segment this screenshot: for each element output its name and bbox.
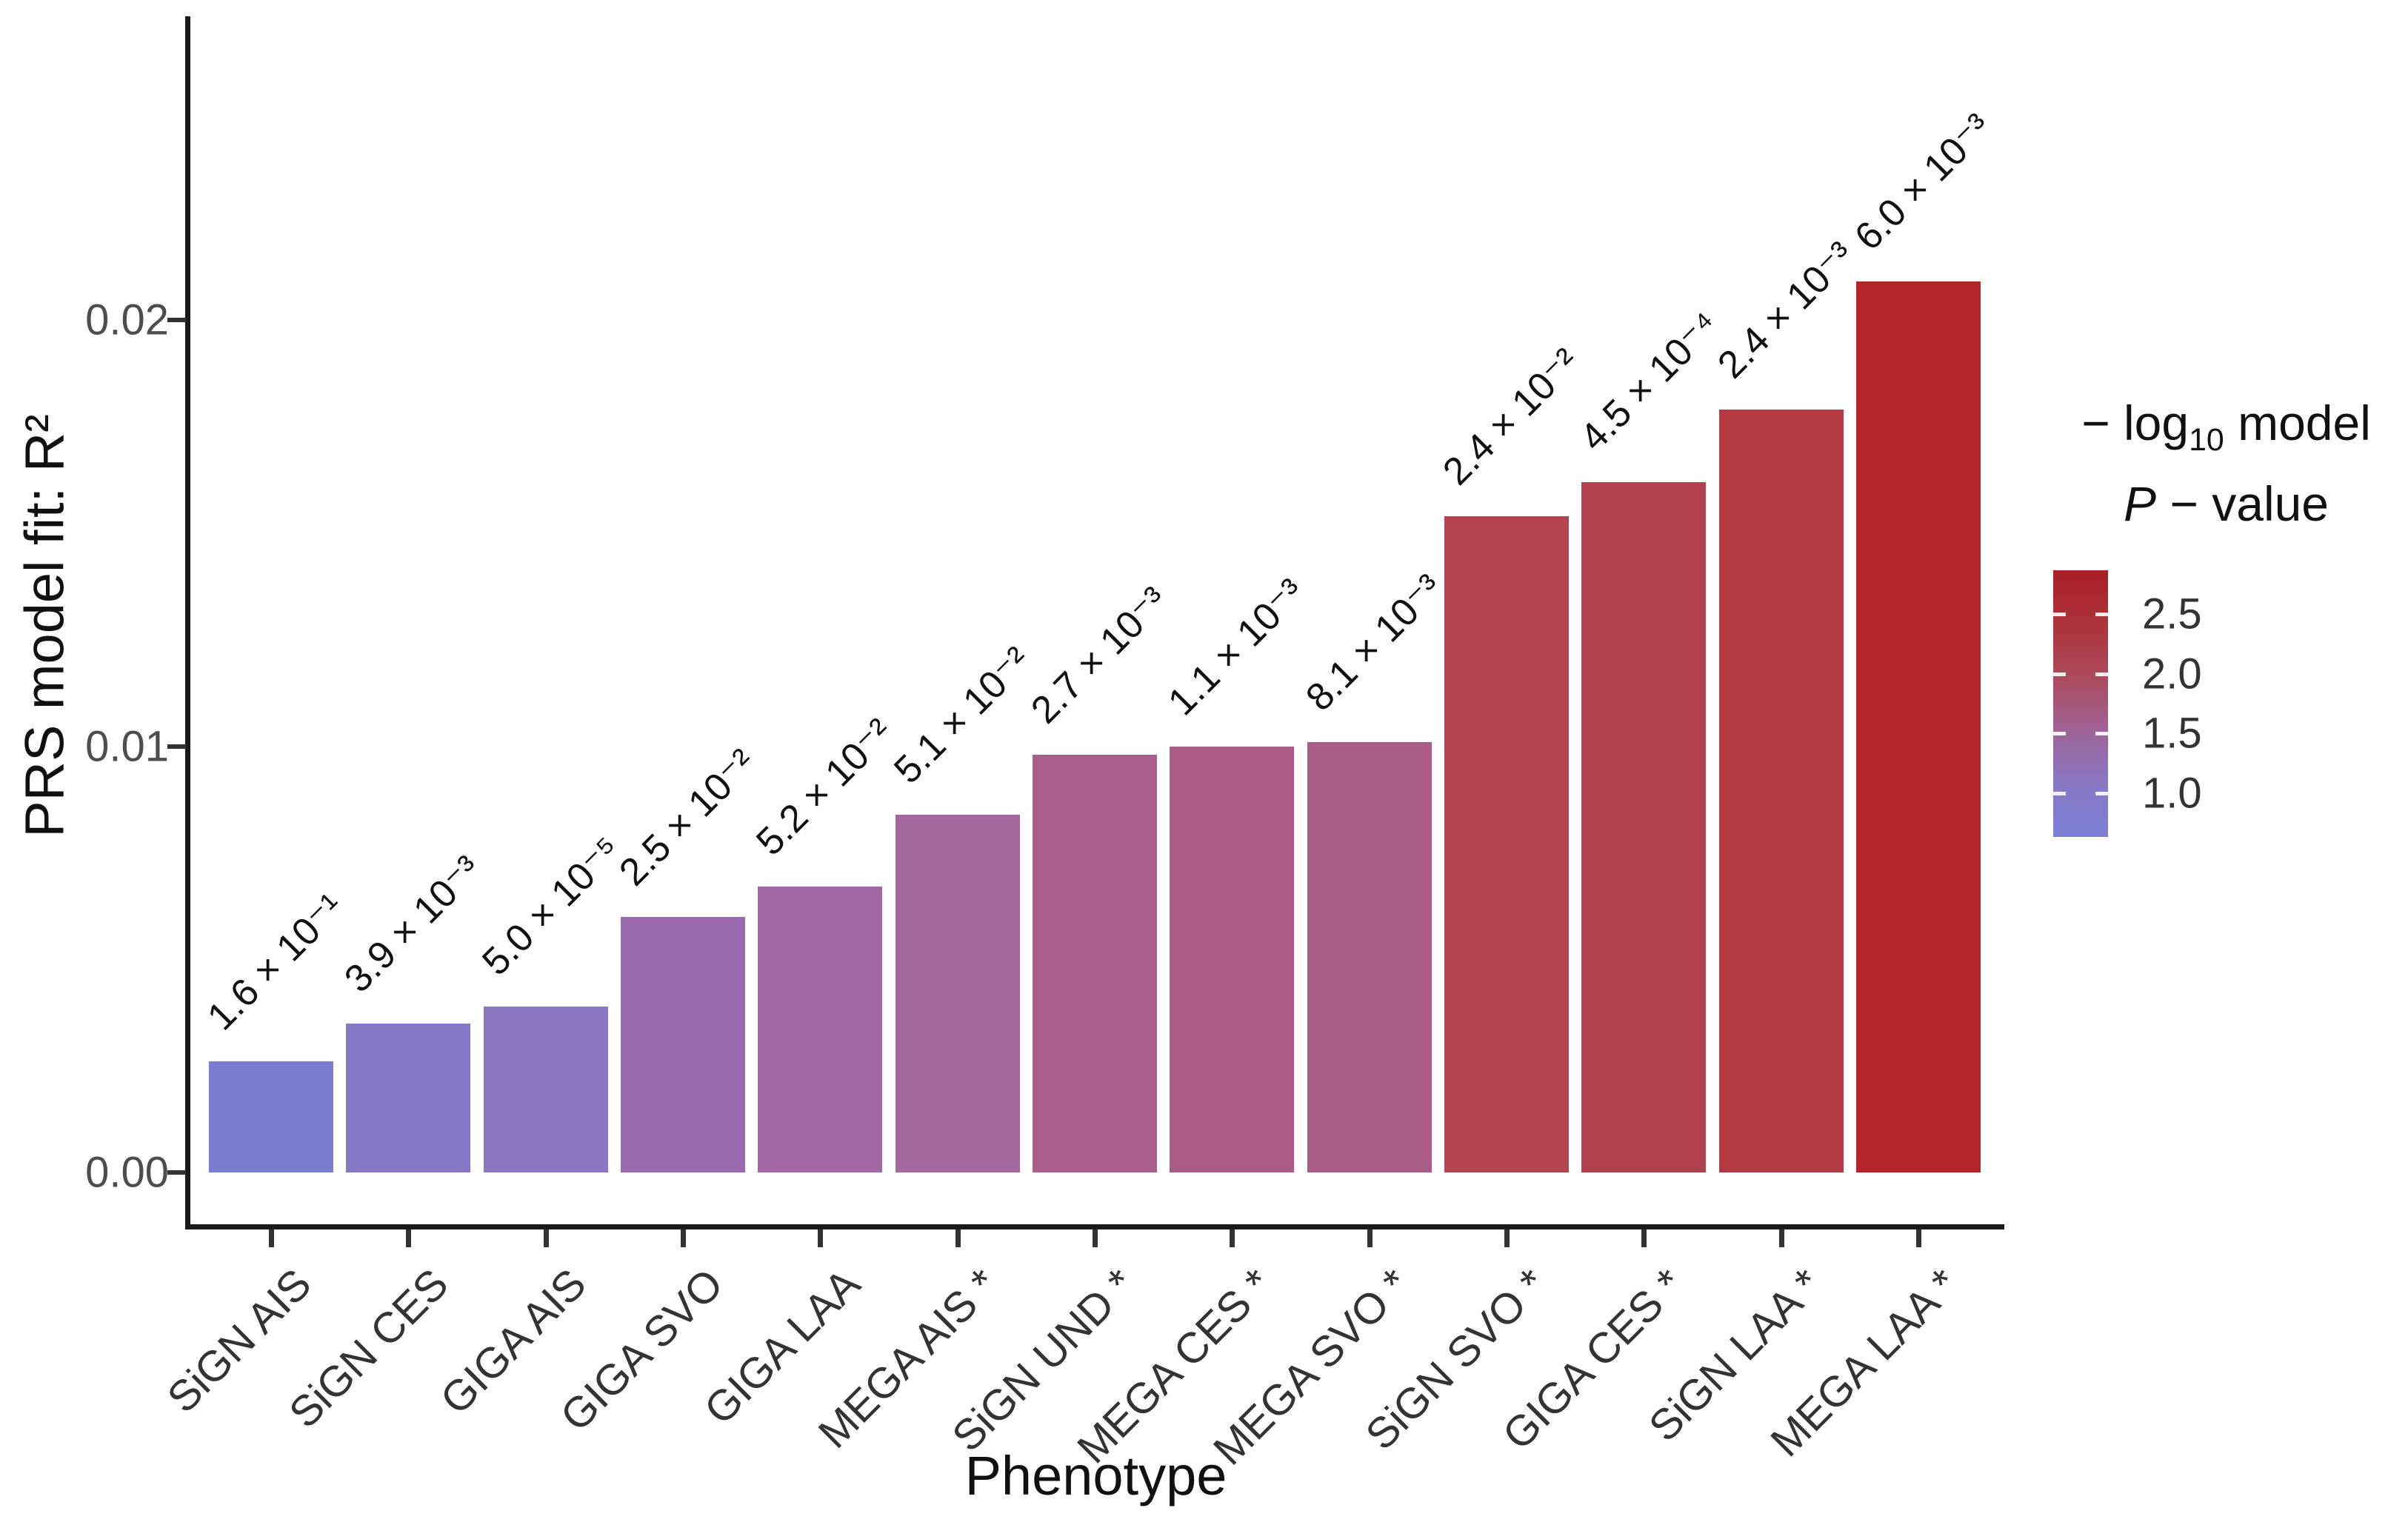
y-axis-title: PRS model fit: R² [13, 414, 76, 838]
x-tick-mark [1778, 1229, 1784, 1247]
bar-sign-laa [1718, 409, 1844, 1172]
bar-mega-ces [1170, 746, 1295, 1172]
x-tick-mark [1915, 1229, 1921, 1247]
colorbar-tick-left [2053, 613, 2066, 616]
legend-tick-label-2-0: 2.0 [2142, 650, 2202, 698]
y-axis-line [185, 16, 190, 1229]
y-tick-mark [167, 1170, 186, 1175]
bar-mega-svo [1307, 741, 1432, 1172]
p-value-label-mega-laa: 6.0 × 10⁻³ [1847, 105, 2000, 259]
legend-title-line2: P − value [2123, 476, 2329, 532]
bar-sign-ces [346, 1023, 471, 1172]
y-tick-label: 0.00 [85, 1148, 169, 1197]
x-tick-mark [269, 1229, 274, 1247]
p-value-label-giga-laa: 5.2 × 10⁻² [748, 711, 902, 864]
x-axis-line [185, 1224, 2004, 1229]
colorbar-tick-left [2053, 672, 2066, 676]
bar-mega-ais [895, 814, 1020, 1172]
bar-sign-und [1032, 755, 1157, 1172]
legend-tick-label-1-5: 1.5 [2142, 709, 2202, 758]
colorbar-tick-right [2095, 672, 2108, 676]
colorbar-tick-right [2095, 613, 2108, 616]
x-tick-mark [1367, 1229, 1373, 1247]
colorbar-tick-right [2095, 791, 2108, 795]
legend-title: − log10 model P − value [2044, 391, 2408, 535]
x-tick-mark [1092, 1229, 1098, 1247]
p-value-label-mega-svo: 8.1 × 10⁻³ [1297, 566, 1451, 720]
x-tick-mark [1230, 1229, 1235, 1247]
bar-mega-laa [1855, 281, 1981, 1172]
y-tick-mark [167, 744, 186, 749]
p-value-label-giga-ces: 4.5 × 10⁻⁴ [1572, 303, 1728, 459]
p-value-label-sign-und: 2.7 × 10⁻³ [1023, 578, 1176, 733]
legend-tick-label-1-0: 1.0 [2142, 769, 2202, 817]
bar-giga-ces [1581, 481, 1707, 1172]
bar-giga-laa [758, 887, 883, 1172]
bar-giga-svo [620, 916, 745, 1172]
colorbar-tick-left [2053, 732, 2066, 735]
legend-title-line1: − log10 model [2081, 396, 2371, 458]
bar-giga-ais [483, 1006, 608, 1172]
colorbar-tick-right [2095, 732, 2108, 735]
p-value-label-sign-svo: 2.4 × 10⁻² [1435, 340, 1588, 494]
x-tick-mark [680, 1229, 686, 1247]
x-tick-mark [955, 1229, 961, 1247]
colorbar-tick-left [2053, 791, 2066, 795]
legend-tick-label-2-5: 2.5 [2142, 590, 2202, 638]
p-value-label-sign-laa: 2.4 × 10⁻³ [1709, 233, 1863, 387]
p-value-label-giga-svo: 2.5 × 10⁻² [611, 741, 764, 894]
p-value-label-mega-ces: 1.1 × 10⁻³ [1160, 570, 1314, 724]
x-tick-mark [543, 1229, 549, 1247]
p-value-label-sign-ais: 1.6 × 10⁻¹ [199, 886, 353, 1039]
legend-colorbar [2053, 570, 2108, 837]
p-value-label-sign-ces: 3.9 × 10⁻³ [336, 847, 490, 1001]
y-tick-label: 0.02 [85, 296, 169, 344]
bar-sign-ais [209, 1061, 333, 1172]
x-tick-mark [818, 1229, 824, 1247]
y-tick-label: 0.01 [85, 722, 169, 770]
x-tick-mark [406, 1229, 412, 1247]
x-axis-title: Phenotype [964, 1445, 1227, 1506]
p-value-label-giga-ais: 5.0 × 10⁻⁵ [473, 828, 630, 984]
bar-sign-svo [1444, 515, 1569, 1172]
x-tick-mark [1641, 1229, 1647, 1247]
x-tick-mark [1504, 1229, 1510, 1247]
p-value-label-mega-ais: 5.1 × 10⁻² [885, 638, 1039, 792]
y-tick-mark [167, 318, 186, 322]
